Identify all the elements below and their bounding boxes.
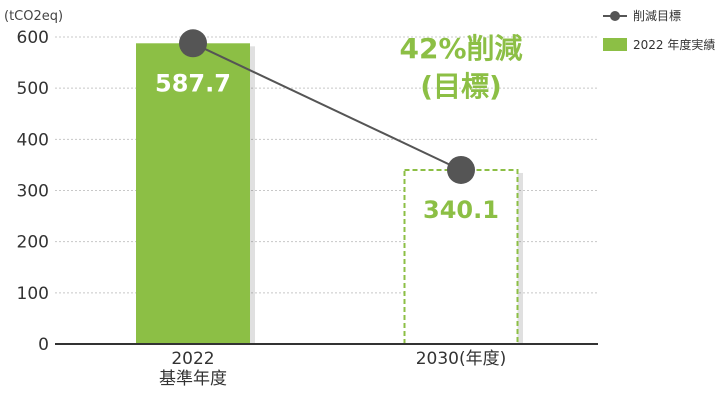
y-unit-label: (tCO2eq) bbox=[4, 9, 63, 24]
y-tick-200: 200 bbox=[17, 233, 49, 253]
y-tick-0: 0 bbox=[38, 335, 49, 355]
y-tick-500: 500 bbox=[17, 79, 49, 99]
bar-value-label-0: 587.7 bbox=[155, 69, 231, 97]
reduction-annotation-line-1: 42%削減 bbox=[399, 32, 522, 65]
y-tick-300: 300 bbox=[17, 182, 49, 202]
legend-bar-swatch bbox=[603, 38, 627, 51]
x-category-label-1-0: 2030(年度) bbox=[416, 349, 507, 369]
legend-target-label: 削減目標 bbox=[633, 8, 681, 23]
legend-item-actual: 2022 年度実績 bbox=[603, 37, 715, 52]
target-point-1 bbox=[447, 155, 475, 184]
legend-item-target: 削減目標 bbox=[603, 8, 681, 23]
y-tick-400: 400 bbox=[17, 130, 49, 150]
bar-value-labels: 587.7 340.1 bbox=[155, 69, 499, 224]
target-point-0 bbox=[179, 29, 207, 58]
reduction-annotation-line-2: (目標) bbox=[420, 70, 502, 103]
x-category-label-0-1: 基準年度 bbox=[159, 369, 227, 389]
bar-target-1 bbox=[403, 168, 519, 345]
legend-actual-label: 2022 年度実績 bbox=[633, 37, 715, 52]
target-line bbox=[179, 29, 475, 184]
bars bbox=[136, 43, 523, 345]
y-tick-labels: 0 100 200 300 400 500 600 bbox=[17, 28, 49, 355]
x-category-label-0-0: 2022 bbox=[171, 349, 214, 369]
reduction-annotation: 42%削減 (目標) bbox=[399, 32, 522, 103]
legend: 削減目標 2022 年度実績 bbox=[603, 8, 715, 52]
y-tick-100: 100 bbox=[17, 284, 49, 304]
bar-value-label-1: 340.1 bbox=[423, 196, 499, 224]
legend-marker-swatch bbox=[610, 11, 620, 21]
y-tick-600: 600 bbox=[17, 28, 49, 48]
target-line-path bbox=[192, 42, 462, 171]
bar-actual-0 bbox=[136, 43, 250, 345]
